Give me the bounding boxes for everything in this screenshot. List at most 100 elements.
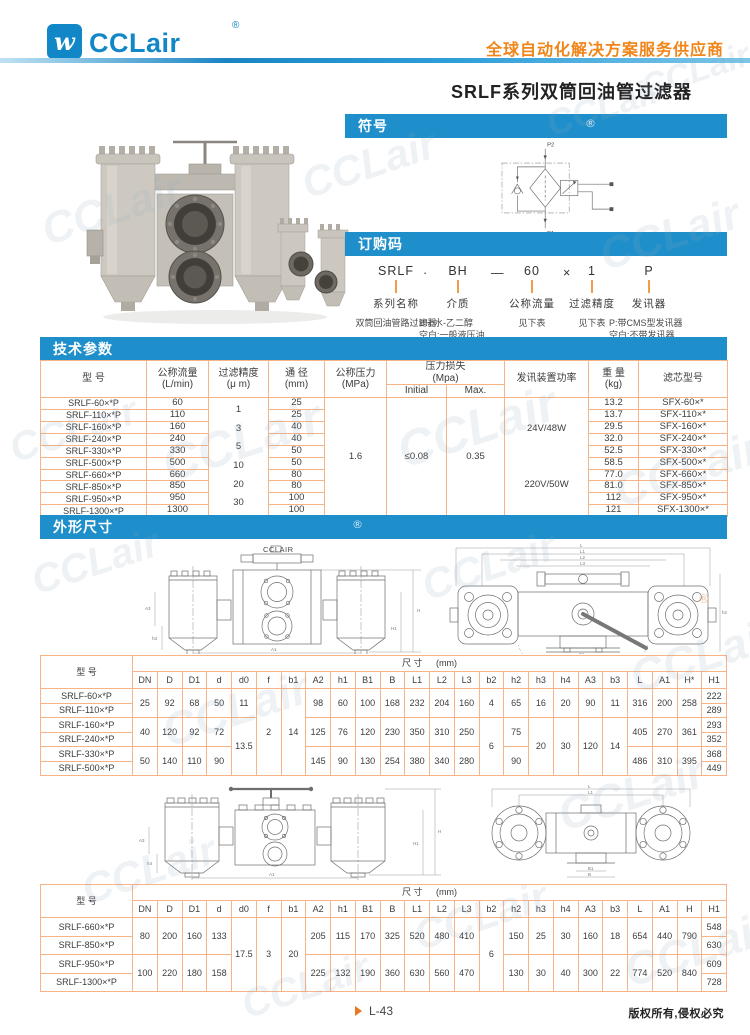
dim-label: H1: [391, 626, 397, 631]
table-row: SRLF-160×*P 160 40 29.5 SFX-160×*: [40, 420, 728, 434]
flow-cell: 500: [146, 456, 209, 470]
dim-label: h2: [722, 610, 728, 615]
dim-cell: 289: [701, 702, 727, 718]
weight-cell: 81.0: [588, 480, 639, 494]
col-header-dim: D1: [181, 900, 208, 918]
dim-label: L: [580, 543, 583, 548]
dim-cell: 368: [701, 746, 727, 762]
dimension-table-2: 型 号尺 寸 (mm) DN D D1 d d0 f b1 A2 h1 B1 B L1 L2 L3 b2 h2 h…: [40, 884, 727, 992]
dim-cell: 440: [651, 917, 678, 955]
dim-label: H: [417, 608, 420, 613]
diameter-cell: 100: [268, 492, 325, 506]
table-row: DN D D1 d d0 f b1 A2 h1 B1 B L1 L2 L3 b2 h2 h3 h4 A3 b3 L A1 H…: [41, 900, 727, 918]
dim-cell: 410: [453, 917, 480, 955]
dim-cell: 395: [676, 746, 703, 776]
dim-cell: 280: [453, 746, 480, 776]
col-header-dim: B1: [354, 900, 381, 918]
dim-cell: 65: [503, 688, 529, 718]
product-photo: [86, 140, 349, 324]
col-header-weight: 重 量 (kg): [588, 360, 639, 398]
outline-drawing-top-2: L L1 B1 B: [491, 784, 691, 878]
col-header-dim: h2: [503, 671, 529, 689]
dim-label: L: [588, 784, 591, 789]
dim-cell: 728: [701, 972, 727, 992]
code-separator: —: [491, 266, 504, 280]
dim-cell: 361: [676, 717, 703, 747]
weight-cell: 52.5: [588, 444, 639, 458]
center-body-lever: [517, 571, 649, 654]
dim-label: A1: [271, 647, 277, 652]
col-header-dim: b3: [602, 900, 628, 918]
dim-label: A3: [145, 606, 151, 611]
center-body: [545, 804, 637, 864]
model-cell: SRLF-950×*P: [40, 492, 147, 506]
table-row: SRLF-500×*P 449: [40, 760, 727, 776]
model-cell: SRLF-1300×*P: [40, 972, 133, 992]
dim-cell: 60: [330, 688, 356, 718]
field-desc: 双筒回油管路过滤器: [355, 318, 437, 328]
weight-cell: 77.0: [588, 468, 639, 482]
dim-cell: 11: [602, 688, 628, 718]
handwheel: [228, 786, 314, 806]
loss-max-cell: 0.35: [446, 396, 505, 518]
model-cell: SRLF-160×*P: [40, 717, 133, 733]
dim-cell: 2: [255, 688, 282, 776]
dim-cell: 360: [379, 954, 406, 992]
code-separator: ×: [563, 266, 571, 280]
col-header-dim: H1: [701, 900, 727, 918]
table-row: Initial Max.: [41, 384, 728, 398]
dim-cell: 4: [478, 688, 505, 718]
code-part: P: [644, 264, 654, 278]
page-marker-icon: [355, 1006, 362, 1016]
dim-cell: 270: [651, 717, 678, 747]
dim-cell: 125: [305, 717, 331, 747]
model-cell: SRLF-950×*P: [40, 954, 133, 974]
ordering-code-block: · — × SRLF 系列名称 双筒回油管路过滤器 BH 介质 BH:水-乙二醇…: [345, 260, 727, 340]
dim-cell: 230: [379, 717, 406, 747]
dim-cell: 254: [379, 746, 406, 776]
col-header-max: Max.: [446, 384, 505, 398]
col-header-dim: A3: [577, 900, 604, 918]
dim-cell: 40: [132, 717, 158, 747]
ordering-field-indicator: P 发讯器 P:带CMS型发讯器 空白:不带发讯器: [599, 264, 699, 341]
dim-cell: 170: [354, 917, 381, 955]
dim-cell: 40: [552, 954, 579, 992]
dim-cell: 90: [330, 746, 356, 776]
dim-cell: 30: [552, 717, 579, 776]
hydraulic-symbol-diagram: P2 P1: [501, 143, 614, 236]
dim-cell: 316: [627, 688, 653, 718]
dim-cell: 120: [577, 717, 604, 776]
loss-initial-cell: ≤0.08: [386, 396, 447, 518]
col-header-dim: A1: [651, 900, 678, 918]
col-header-dim: b2: [478, 671, 505, 689]
dim-cell: 110: [181, 746, 208, 776]
dim-cell: 250: [453, 717, 480, 747]
dim-label: L1: [580, 549, 586, 554]
col-header-dim: D: [156, 900, 183, 918]
model-cell: SRLF-500×*P: [40, 760, 133, 776]
model-cell: SRLF-240×*P: [40, 432, 147, 446]
ordering-field-series: SRLF 系列名称 双筒回油管路过滤器: [350, 264, 442, 329]
dim-cell: 3: [255, 917, 282, 992]
dim-cell: 30: [552, 917, 579, 955]
dim-cell: 20: [552, 688, 579, 718]
bypass-check-valve: [511, 166, 546, 212]
dim-cell: 22: [602, 954, 628, 992]
dim-cell: 100: [132, 954, 158, 992]
dim-cell: 168: [379, 688, 406, 718]
drawing-brand-label: CCLAIR: [263, 545, 294, 554]
col-header-dim: h3: [528, 671, 554, 689]
dim-cell: 470: [453, 954, 480, 992]
col-header-dim: L3: [453, 900, 480, 918]
page-title: SRLF系列双筒回油管过滤器: [451, 82, 692, 102]
dim-cell: 11: [231, 688, 257, 718]
dim-cell: 609: [701, 954, 727, 974]
size-header: 尺 寸 (mm): [132, 655, 727, 672]
dim-cell: 200: [156, 917, 183, 955]
dim-cell: 160: [577, 917, 604, 955]
col-header-dim: h1: [330, 671, 356, 689]
dim-label: B1: [579, 652, 585, 654]
weight-cell: 13.7: [588, 408, 639, 422]
left-vessel: [168, 566, 232, 654]
dim-label: L3: [580, 561, 586, 566]
